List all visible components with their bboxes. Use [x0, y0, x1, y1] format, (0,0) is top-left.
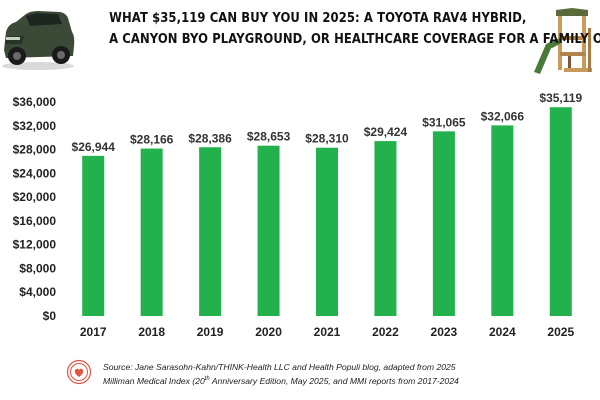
- x-tick-label-2020: 2020: [255, 325, 282, 339]
- bar-label-2021: $28,310: [305, 132, 349, 146]
- y-axis: $0 $4,000 $8,000 $12,000 $16,000 $20,000 $24,0…: [13, 95, 57, 323]
- bar-2023: [432, 131, 455, 316]
- source-line2-pre: Milliman Medical Index (20: [103, 375, 205, 386]
- chart-title: WHAT $35,119 CAN BUY YOU IN 2025: A TOYO…: [109, 8, 600, 50]
- bar-label-2022: $29,424: [364, 125, 408, 139]
- bar-label-2024: $32,066: [481, 109, 525, 123]
- bar-label-2019: $28,386: [188, 131, 232, 145]
- bar-label-2025: $35,119: [539, 91, 582, 105]
- bar-label-2023: $31,065: [422, 115, 466, 129]
- y-tick-label-7: $28,000: [13, 143, 57, 157]
- x-tick-label-2018: 2018: [138, 325, 165, 339]
- y-tick-label-0: $0: [43, 309, 57, 323]
- heart-logo-icon: [66, 359, 92, 385]
- y-tick-label-8: $32,000: [13, 119, 57, 133]
- x-tick-label-2025: 2025: [547, 325, 574, 339]
- x-tick-label-2023: 2023: [431, 325, 458, 339]
- x-axis: 2017 2018 2019 2020 2021 2022 2023 2024 2025: [80, 325, 575, 339]
- bar-chart: $0 $4,000 $8,000 $12,000 $16,000 $20,000 $24,0…: [13, 91, 583, 339]
- source-note: Source: Jane Sarasohn-Kahn/THINK-Health …: [103, 361, 583, 387]
- source-line2-post: Anniversary Edition, May 2025, and MMI r…: [209, 375, 459, 386]
- y-tick-label-2: $8,000: [19, 261, 56, 275]
- y-tick-label-6: $24,000: [13, 166, 57, 180]
- bar-label-2018: $28,166: [130, 133, 174, 147]
- chart-title-line2: A CANYON BYO PLAYGROUND, OR HEALTHCARE C…: [109, 31, 600, 47]
- bar-2019: [199, 147, 222, 316]
- bar-2022: [374, 141, 397, 316]
- x-tick-label-2021: 2021: [314, 325, 341, 339]
- y-tick-label-5: $20,000: [13, 190, 57, 204]
- car-icon: [2, 11, 75, 70]
- source-line1: Source: Jane Sarasohn-Kahn/THINK-Health …: [103, 362, 456, 372]
- y-tick-label-3: $12,000: [13, 238, 57, 252]
- y-tick-label-9: $36,000: [13, 95, 57, 109]
- x-tick-label-2019: 2019: [197, 325, 224, 339]
- source-line2: Milliman Medical Index (20th Anniversary…: [103, 373, 583, 387]
- playground-icon: [534, 8, 592, 74]
- y-tick-label-1: $4,000: [19, 285, 56, 299]
- x-tick-label-2022: 2022: [372, 325, 399, 339]
- bar-label-2017: $26,944: [72, 140, 116, 154]
- chart-title-line1: WHAT $35,119 CAN BUY YOU IN 2025: A TOYO…: [109, 10, 527, 26]
- x-tick-label-2024: 2024: [489, 325, 516, 339]
- bar-2024: [491, 125, 514, 317]
- bar-2020: [257, 145, 280, 316]
- bar-2017: [82, 155, 105, 316]
- bar-labels-group: $26,944 $28,166 $28,386 $28,653 $28,310 $29,4…: [72, 91, 583, 154]
- y-tick-label-4: $16,000: [13, 214, 57, 228]
- bar-2018: [140, 148, 163, 316]
- bar-label-2020: $28,653: [247, 130, 291, 144]
- bar-2021: [316, 147, 338, 316]
- bar-2025: [549, 107, 572, 316]
- source-line2-sup: th: [204, 376, 210, 382]
- bars-group: [82, 107, 572, 317]
- x-tick-label-2017: 2017: [80, 325, 107, 339]
